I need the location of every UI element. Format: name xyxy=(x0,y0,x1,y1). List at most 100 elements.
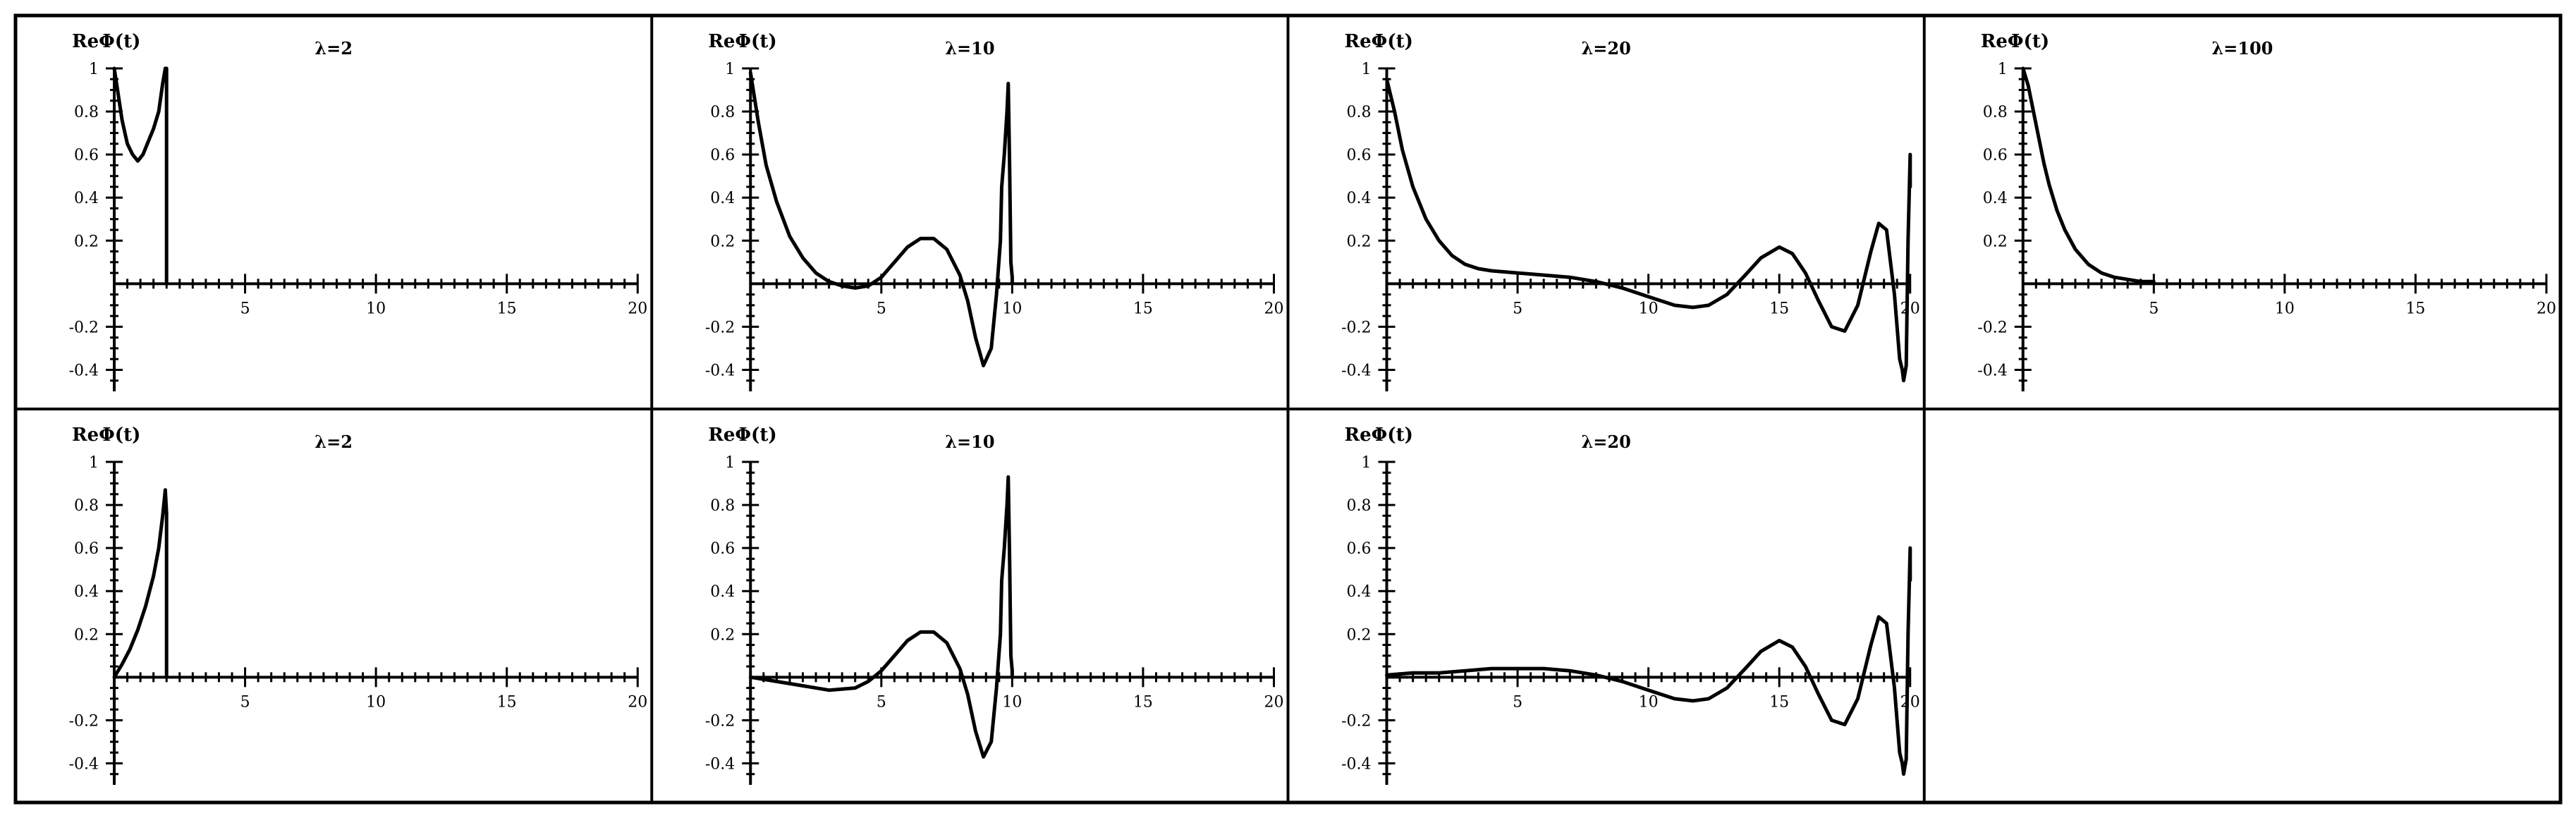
y-tick-label: -0.2 xyxy=(705,319,735,336)
panel-title: λ=2 xyxy=(315,432,353,452)
y-tick-label: 1 xyxy=(725,61,735,78)
y-tick-label: 0.6 xyxy=(74,147,99,164)
y-tick-label: -0.4 xyxy=(69,755,99,773)
frames-layer xyxy=(13,13,2563,805)
x-tick-label: 10 xyxy=(366,300,386,317)
x-tick-label: 5 xyxy=(1513,693,1522,711)
y-tick-label: -0.4 xyxy=(705,755,735,773)
chart-panel: 5 10 15 20 -0.4 -0.2 0.2 0.4 0.6 0.8 1 ReΦ(t) λ=2 xyxy=(69,31,647,391)
y-tick-label: 1 xyxy=(1362,61,1372,78)
x-tick-label: 20 xyxy=(1264,300,1284,317)
chart-panel: 5 10 15 20 -0.4 -0.2 0.2 0.4 0.6 0.8 1 ReΦ(t) λ=10 xyxy=(705,31,1284,391)
y-tick-label: 0.2 xyxy=(1347,233,1372,250)
x-tick-label: 5 xyxy=(877,300,886,317)
x-tick-label: 20 xyxy=(1900,693,1920,711)
y-tick-label: 0.2 xyxy=(710,233,735,250)
y-tick-label: 0.8 xyxy=(74,104,99,121)
x-tick-label: 10 xyxy=(1639,300,1659,317)
y-tick-label: -0.4 xyxy=(1341,755,1371,773)
y-tick-label: 0.2 xyxy=(710,626,735,644)
chart-panel: 5 10 15 20 -0.4 -0.2 0.2 0.4 0.6 0.8 1 ReΦ(t) λ=20 xyxy=(1341,31,1920,391)
series-line xyxy=(748,475,1014,759)
y-tick-label: 0.8 xyxy=(74,497,99,515)
y-tick-label: 0.8 xyxy=(710,104,735,121)
panel-title: λ=20 xyxy=(1581,432,1630,452)
x-tick-label: 15 xyxy=(497,300,517,317)
y-tick-label: 0.4 xyxy=(74,190,99,207)
x-tick-label: 15 xyxy=(1769,693,1789,711)
x-tick-label: 20 xyxy=(2537,300,2556,317)
y-tick-label: 0.4 xyxy=(710,583,735,601)
y-tick-label: -0.2 xyxy=(705,712,735,730)
y-tick-label: 0.6 xyxy=(74,540,99,558)
panel-title: λ=100 xyxy=(2211,38,2273,59)
y-tick-label: 0.6 xyxy=(710,540,735,558)
y-tick-label: 0.6 xyxy=(1347,147,1372,164)
y-tick-label: 0.8 xyxy=(1347,104,1372,121)
y-axis-label: ReΦ(t) xyxy=(1345,31,1413,52)
y-axis-label: ReΦ(t) xyxy=(1981,31,2049,52)
x-tick-label: 20 xyxy=(1900,300,1920,317)
x-tick-label: 5 xyxy=(240,693,250,711)
y-axis-label: ReΦ(t) xyxy=(72,31,140,52)
y-axis-label: ReΦ(t) xyxy=(72,425,140,446)
x-tick-label: 15 xyxy=(1133,693,1153,711)
y-tick-label: 0.8 xyxy=(1983,104,2008,121)
series-line xyxy=(1385,546,1912,776)
y-tick-label: -0.4 xyxy=(705,362,735,379)
series-line xyxy=(748,71,1014,367)
y-tick-label: -0.2 xyxy=(1341,319,1371,336)
y-axis-label: ReΦ(t) xyxy=(1345,425,1413,446)
y-tick-label: -0.4 xyxy=(1977,362,2007,379)
y-tick-label: 1 xyxy=(89,61,99,78)
y-tick-label: 0.4 xyxy=(710,190,735,207)
panel-title: λ=20 xyxy=(1581,38,1630,59)
chart-panel: 5 10 15 20 -0.4 -0.2 0.2 0.4 0.6 0.8 1 ReΦ(t) λ=10 xyxy=(705,425,1284,785)
y-tick-label: 0.4 xyxy=(74,583,99,601)
x-tick-label: 15 xyxy=(1133,300,1153,317)
y-tick-label: 0.2 xyxy=(1983,233,2008,250)
x-tick-label: 5 xyxy=(2149,300,2159,317)
chart-panel: 5 10 15 20 -0.4 -0.2 0.2 0.4 0.6 0.8 1 ReΦ(t) λ=20 xyxy=(1341,425,1920,785)
y-tick-label: 0.6 xyxy=(1983,147,2008,164)
y-axis-label: ReΦ(t) xyxy=(708,425,776,446)
series-line xyxy=(1385,77,1912,383)
x-tick-label: 20 xyxy=(628,693,647,711)
x-tick-label: 10 xyxy=(1002,300,1022,317)
x-tick-label: 10 xyxy=(366,693,386,711)
y-tick-label: 0.2 xyxy=(74,626,99,644)
y-tick-label: 1 xyxy=(89,454,99,472)
y-tick-label: 0.2 xyxy=(74,233,99,250)
y-tick-label: -0.2 xyxy=(69,319,99,336)
y-tick-label: 1 xyxy=(1362,454,1372,472)
series-line xyxy=(112,488,169,679)
y-tick-label: -0.4 xyxy=(69,362,99,379)
y-tick-label: 0.8 xyxy=(1347,497,1372,515)
y-tick-label: -0.4 xyxy=(1341,362,1371,379)
y-tick-label: -0.2 xyxy=(1977,319,2007,336)
y-tick-label: 0.4 xyxy=(1347,190,1372,207)
y-tick-label: 0.8 xyxy=(710,497,735,515)
panel-title: λ=10 xyxy=(945,38,994,59)
y-tick-label: 1 xyxy=(1998,61,2008,78)
y-tick-label: 0.6 xyxy=(1347,540,1372,558)
x-tick-label: 10 xyxy=(2275,300,2295,317)
chart-panel: 5 10 15 20 -0.4 -0.2 0.2 0.4 0.6 0.8 1 ReΦ(t) λ=100 xyxy=(1977,31,2556,391)
panel-title: λ=2 xyxy=(315,38,353,59)
y-tick-label: -0.2 xyxy=(69,712,99,730)
x-tick-label: 20 xyxy=(1264,693,1284,711)
x-tick-label: 15 xyxy=(1769,300,1789,317)
y-tick-label: 0.2 xyxy=(1347,626,1372,644)
y-tick-label: 1 xyxy=(725,454,735,472)
x-tick-label: 15 xyxy=(497,693,517,711)
y-tick-label: 0.4 xyxy=(1347,583,1372,601)
y-tick-label: -0.2 xyxy=(1341,712,1371,730)
x-tick-label: 20 xyxy=(628,300,647,317)
chart-panel: 5 10 15 20 -0.4 -0.2 0.2 0.4 0.6 0.8 1 ReΦ(t) λ=2 xyxy=(69,425,647,785)
panel-title: λ=10 xyxy=(945,432,994,452)
x-tick-label: 5 xyxy=(1513,300,1522,317)
x-tick-label: 10 xyxy=(1639,693,1659,711)
y-axis-label: ReΦ(t) xyxy=(708,31,776,52)
x-tick-label: 15 xyxy=(2405,300,2425,317)
